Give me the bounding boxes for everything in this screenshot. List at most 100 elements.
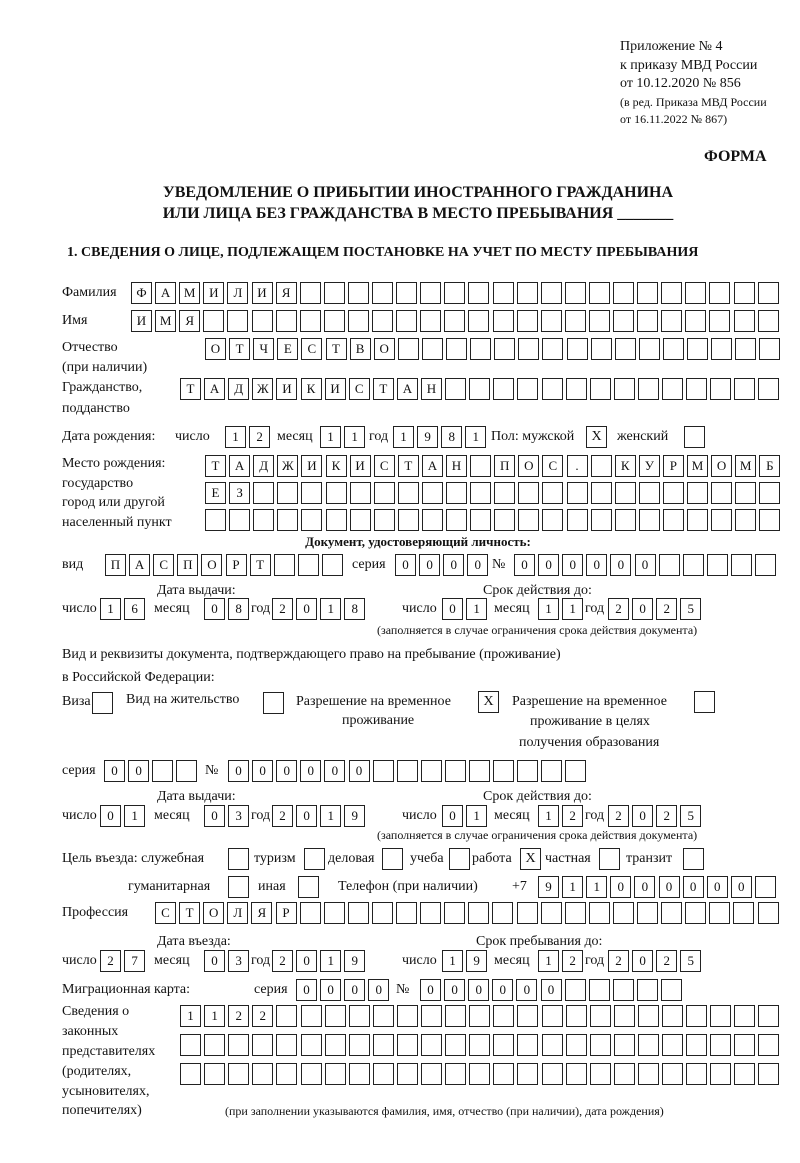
char-box[interactable] bbox=[564, 979, 586, 1001]
char-box[interactable]: 0 bbox=[682, 876, 704, 898]
char-box[interactable]: А bbox=[421, 455, 443, 477]
char-box[interactable] bbox=[757, 310, 779, 332]
char-box[interactable] bbox=[518, 509, 540, 531]
char-box[interactable] bbox=[614, 338, 636, 360]
char-box[interactable] bbox=[494, 482, 516, 504]
char-box[interactable]: 0 bbox=[632, 950, 654, 972]
char-box[interactable]: 1 bbox=[562, 876, 584, 898]
char-box[interactable] bbox=[152, 760, 174, 782]
char-box[interactable] bbox=[661, 902, 683, 924]
char-box[interactable] bbox=[421, 1005, 442, 1027]
char-box[interactable] bbox=[686, 378, 708, 400]
char-box[interactable]: И bbox=[349, 455, 371, 477]
char-box[interactable] bbox=[324, 1005, 346, 1027]
char-box[interactable]: Е bbox=[277, 338, 299, 360]
purpose-tourism-checkbox[interactable] bbox=[304, 848, 325, 870]
char-box[interactable]: 2 bbox=[228, 1005, 250, 1027]
char-box[interactable] bbox=[590, 509, 612, 531]
char-box[interactable] bbox=[301, 509, 323, 531]
char-box[interactable] bbox=[637, 1034, 659, 1056]
char-box[interactable]: 0 bbox=[538, 554, 560, 576]
char-box[interactable] bbox=[517, 760, 539, 782]
char-box[interactable]: 5 bbox=[680, 598, 702, 620]
char-box[interactable]: Е bbox=[205, 482, 226, 504]
char-box[interactable]: 0 bbox=[442, 805, 463, 827]
char-box[interactable] bbox=[397, 338, 419, 360]
char-box[interactable]: С bbox=[542, 455, 564, 477]
char-box[interactable]: Р bbox=[225, 554, 247, 576]
char-box[interactable] bbox=[638, 482, 660, 504]
char-box[interactable] bbox=[299, 310, 321, 332]
char-box[interactable] bbox=[687, 338, 708, 360]
char-box[interactable] bbox=[396, 902, 417, 924]
char-box[interactable]: 1 bbox=[562, 598, 584, 620]
char-box[interactable] bbox=[612, 902, 634, 924]
char-box[interactable] bbox=[614, 509, 636, 531]
char-box[interactable] bbox=[444, 282, 466, 304]
char-box[interactable] bbox=[228, 1063, 250, 1085]
char-box[interactable] bbox=[662, 509, 684, 531]
char-box[interactable]: Ж bbox=[277, 455, 299, 477]
char-box[interactable]: М bbox=[687, 455, 708, 477]
char-box[interactable]: О bbox=[518, 455, 540, 477]
char-box[interactable] bbox=[372, 1005, 394, 1027]
char-box[interactable] bbox=[492, 902, 514, 924]
char-box[interactable] bbox=[637, 378, 659, 400]
char-box[interactable]: О bbox=[205, 338, 226, 360]
char-box[interactable] bbox=[324, 1063, 346, 1085]
char-box[interactable]: 0 bbox=[586, 554, 608, 576]
char-box[interactable]: А bbox=[129, 554, 151, 576]
char-box[interactable]: Р bbox=[662, 455, 684, 477]
char-box[interactable]: 0 bbox=[540, 979, 562, 1001]
sex-male-checkbox[interactable]: X bbox=[586, 426, 607, 448]
char-box[interactable] bbox=[540, 310, 562, 332]
char-box[interactable]: 1 bbox=[320, 426, 341, 448]
char-box[interactable]: 1 bbox=[466, 805, 488, 827]
char-box[interactable] bbox=[589, 378, 611, 400]
char-box[interactable]: 3 bbox=[228, 950, 250, 972]
purpose-official-checkbox[interactable] bbox=[228, 848, 249, 870]
char-box[interactable] bbox=[444, 902, 466, 924]
char-box[interactable]: П bbox=[494, 455, 516, 477]
char-box[interactable] bbox=[566, 509, 588, 531]
char-box[interactable] bbox=[637, 1063, 659, 1085]
char-box[interactable]: 0 bbox=[444, 979, 466, 1001]
char-box[interactable] bbox=[397, 509, 419, 531]
char-box[interactable]: 9 bbox=[417, 426, 439, 448]
char-box[interactable] bbox=[324, 1034, 346, 1056]
char-box[interactable] bbox=[541, 760, 563, 782]
char-box[interactable] bbox=[565, 378, 587, 400]
char-box[interactable] bbox=[494, 338, 516, 360]
char-box[interactable] bbox=[613, 1005, 635, 1027]
char-box[interactable] bbox=[590, 455, 612, 477]
char-box[interactable] bbox=[276, 1005, 298, 1027]
char-box[interactable] bbox=[301, 482, 323, 504]
char-box[interactable] bbox=[541, 378, 563, 400]
char-box[interactable] bbox=[373, 482, 395, 504]
char-box[interactable] bbox=[180, 1034, 201, 1056]
char-box[interactable]: 2 bbox=[272, 598, 293, 620]
char-box[interactable]: Я bbox=[275, 282, 297, 304]
char-box[interactable] bbox=[518, 338, 540, 360]
char-box[interactable]: 0 bbox=[252, 760, 274, 782]
char-box[interactable]: 0 bbox=[368, 979, 390, 1001]
char-box[interactable] bbox=[637, 902, 658, 924]
char-box[interactable] bbox=[565, 1034, 587, 1056]
char-box[interactable] bbox=[300, 1034, 322, 1056]
char-box[interactable]: В bbox=[349, 338, 371, 360]
edu-residence-checkbox[interactable] bbox=[694, 691, 715, 713]
char-box[interactable]: 0 bbox=[344, 979, 366, 1001]
char-box[interactable]: 8 bbox=[441, 426, 463, 448]
char-box[interactable] bbox=[493, 1005, 515, 1027]
char-box[interactable] bbox=[277, 482, 299, 504]
char-box[interactable]: . bbox=[566, 455, 588, 477]
char-box[interactable]: 2 bbox=[608, 950, 629, 972]
char-box[interactable]: 2 bbox=[656, 950, 678, 972]
char-box[interactable]: 9 bbox=[538, 876, 559, 898]
char-box[interactable]: Ж bbox=[252, 378, 274, 400]
char-box[interactable]: 0 bbox=[492, 979, 514, 1001]
char-box[interactable]: У bbox=[638, 455, 660, 477]
char-box[interactable] bbox=[469, 1005, 491, 1027]
char-box[interactable] bbox=[754, 876, 776, 898]
char-box[interactable] bbox=[373, 509, 395, 531]
